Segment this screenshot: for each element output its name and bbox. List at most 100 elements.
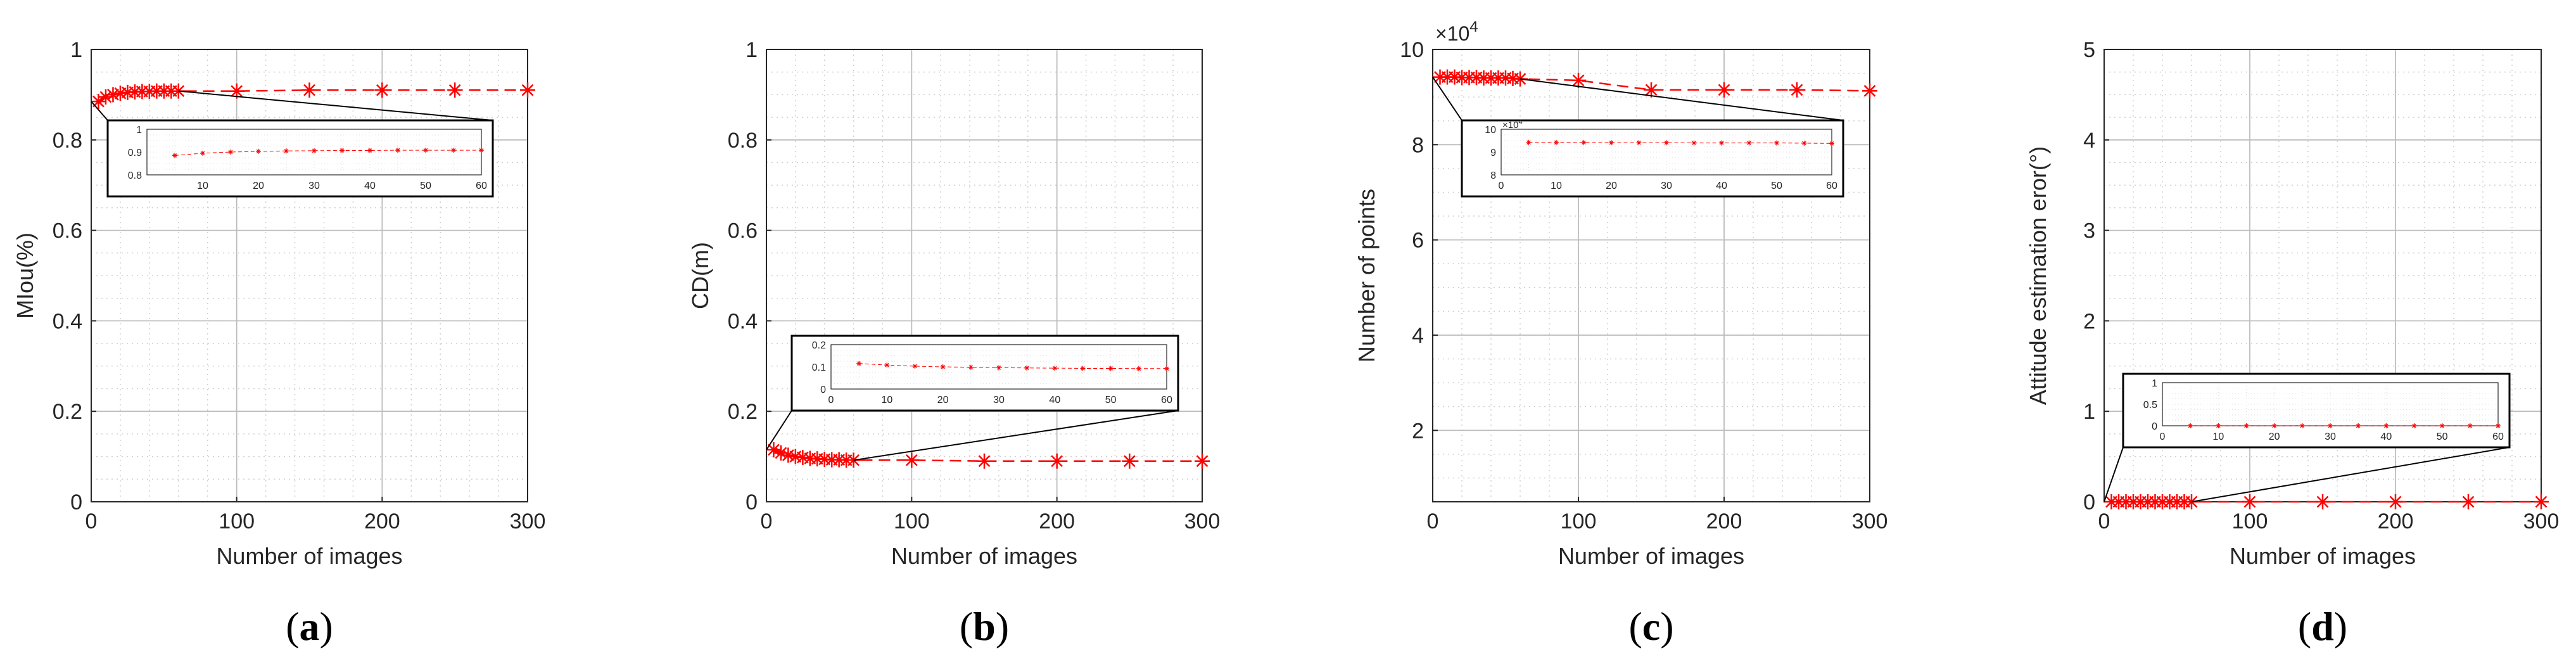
inset-y-tick-label: 0 [2152, 421, 2157, 432]
inset-y-tick-label: 8 [1490, 170, 1496, 181]
y-tick-label: 10 [1400, 38, 1424, 62]
y-tick-label: 4 [1412, 324, 1424, 348]
x-tick-label: 300 [2523, 509, 2560, 533]
inset-data-point [2439, 423, 2445, 428]
data-point [91, 94, 106, 110]
inset-x-tick-label: 20 [937, 395, 949, 405]
inset-data-point [1581, 139, 1587, 145]
y-tick-label: 0.6 [728, 219, 758, 243]
inset-x-tick-label: 60 [1826, 181, 1837, 191]
inset-x-tick-label: 0 [2160, 431, 2166, 442]
inset-data-point [2243, 423, 2249, 428]
x-tick-label: 0 [2098, 509, 2110, 533]
data-point [1195, 453, 1210, 469]
inset-data-point [1108, 366, 1114, 371]
inset-y-tick-label: 0.8 [128, 170, 142, 181]
data-point [2315, 494, 2330, 509]
x-axis-label: Number of images [1558, 543, 1744, 569]
inset-data-point [2356, 423, 2361, 428]
inset-axes: 0 10 20 30 40 50 60 0 0.5 1 [2143, 378, 2504, 442]
zoom-connector [2103, 447, 2124, 502]
inset-data-point [1636, 140, 1642, 146]
data-point [1049, 453, 1065, 469]
zoom-connector [2191, 447, 2510, 502]
inset-y-tick-label: 0.2 [812, 340, 826, 351]
y-axis-label: Number of points [1354, 189, 1380, 362]
y-tick-label: 2 [2083, 309, 2095, 333]
inset-y-tick-label: 0.1 [812, 362, 826, 373]
data-point [2534, 494, 2549, 509]
y-tick-label: 1 [70, 38, 82, 62]
inset-data-point [2271, 423, 2277, 428]
x-tick-label: 100 [894, 509, 930, 533]
inset-y-tick-label: 0.5 [2143, 400, 2157, 411]
inset-data-point [1052, 366, 1058, 371]
data-point [2242, 494, 2257, 509]
panel-caption-close: ) [1660, 604, 1673, 649]
y-axis-label: Attitude estimation eror(°) [2025, 146, 2051, 405]
inset-x-tick-label: 50 [420, 181, 431, 191]
inset-x-tick-label: 10 [1551, 181, 1562, 191]
y-tick-label: 0 [70, 490, 82, 514]
inset-x-tick-label: 20 [2269, 431, 2280, 442]
inset-data-point [856, 361, 862, 366]
x-tick-label: 100 [1561, 509, 1597, 533]
inset-x-tick-label: 60 [1161, 395, 1172, 405]
y-tick-label: 2 [1412, 419, 1424, 443]
y-tick-label: 4 [2083, 129, 2095, 153]
y-tick-label: 0 [746, 490, 758, 514]
inset-y-tick-label: 1 [2152, 378, 2157, 389]
inset-data-point [1136, 366, 1141, 371]
inset-data-point [1664, 140, 1669, 146]
inset-x-tick-label: 50 [1105, 395, 1117, 405]
inset-data-point [2496, 423, 2501, 428]
inset-data-point [1080, 366, 1086, 371]
panel-a: 0 100 200 300 0 0.2 0.4 0.6 0.8 1 Number of images… [12, 38, 545, 649]
inset-data-point [228, 150, 233, 155]
inset-data-point [284, 148, 289, 154]
inset-data-point [367, 148, 372, 153]
inset-multiplier: ×104 [1502, 118, 1523, 131]
data-point [447, 82, 463, 98]
x-tick-label: 200 [364, 509, 400, 533]
inset-x-tick-label: 30 [1661, 181, 1672, 191]
inset-data-point [312, 148, 317, 153]
data-point [2388, 494, 2403, 509]
x-tick-label: 100 [2232, 509, 2268, 533]
panel-caption: (c) [1628, 604, 1673, 649]
axis-multiplier-exponent: 4 [1469, 18, 1478, 35]
y-tick-label: 0.8 [53, 129, 82, 153]
inset-frame [1501, 129, 1832, 176]
data-point [780, 447, 796, 463]
inset-x-tick-label: 30 [993, 395, 1005, 405]
inset-box [1461, 119, 1844, 198]
inset-data-point [2411, 423, 2417, 428]
axes-frame [91, 49, 528, 502]
inset-x-tick-label: 10 [881, 395, 892, 405]
inset-x-tick-label: 0 [828, 395, 834, 405]
inset-box [790, 335, 1179, 412]
inset-y-tick-label: 0.9 [128, 148, 142, 158]
inset-box [2122, 373, 2511, 449]
zoom-connector [178, 90, 493, 121]
y-axis-label: CD(m) [687, 242, 713, 309]
y-tick-label: 8 [1412, 133, 1424, 157]
y-axis-label: MIou(%) [12, 233, 38, 319]
data-point [229, 83, 244, 99]
inset-x-tick-label: 50 [2437, 431, 2448, 442]
zoom-connector [853, 410, 1179, 461]
inset-axes: 0 10 20 30 40 50 60 8 9 10 ×104 [1485, 118, 1837, 191]
panel-caption-close: ) [996, 604, 1009, 649]
inset-data-point [1719, 140, 1724, 146]
data-point [105, 87, 121, 103]
panel-caption-letter: d [2311, 604, 2334, 649]
x-tick-label: 0 [86, 509, 98, 533]
y-tick-label: 5 [2083, 38, 2095, 62]
inset-y-tick-label: 10 [1485, 125, 1496, 136]
axis-multiplier: ×104 [1435, 18, 1478, 45]
inset-data-point [1691, 140, 1697, 146]
inset-data-point [172, 153, 177, 158]
data-point [1571, 72, 1586, 88]
y-tick-label: 0 [2083, 490, 2095, 514]
data-point [1789, 82, 1805, 98]
